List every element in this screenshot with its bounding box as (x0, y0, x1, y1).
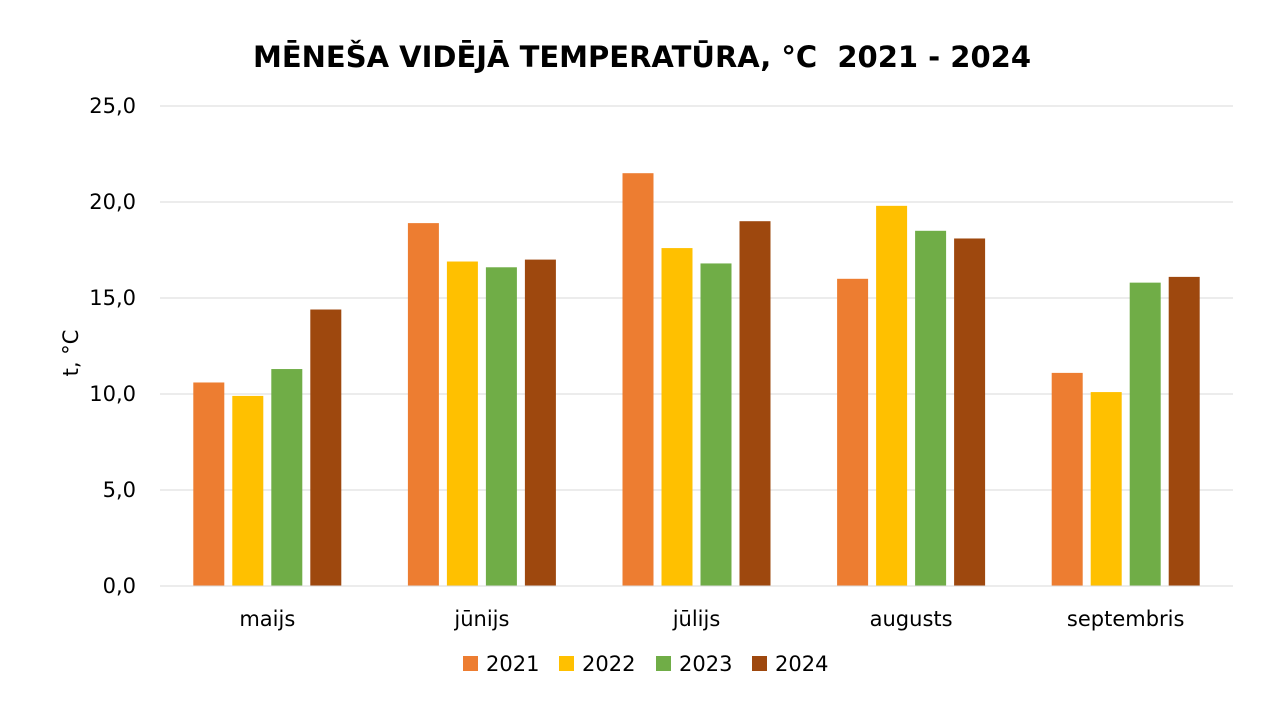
legend-swatch-2023 (656, 656, 671, 671)
bar-2024-septembris (1168, 276, 1200, 586)
bar-2024-jūlijs (739, 221, 771, 586)
y-axis-label: t, °C (59, 330, 83, 377)
bar-2023-maijs (271, 369, 303, 586)
legend-swatch-2021 (463, 656, 478, 671)
bar-2021-maijs (193, 382, 225, 586)
x-category-label: jūlijs (672, 607, 721, 631)
legend-label-2023: 2023 (679, 652, 732, 676)
bar-2024-maijs (310, 309, 342, 586)
legend-swatch-2024 (752, 656, 767, 671)
y-axis-ticks: 0,0 5,0 10,0 15,0 20,0 25,0 (89, 94, 136, 598)
y-tick-label: 25,0 (89, 94, 136, 118)
bar-2021-jūnijs (407, 223, 439, 586)
y-tick-label: 5,0 (103, 478, 136, 502)
bar-2022-jūnijs (446, 261, 478, 586)
x-category-label: augusts (870, 607, 953, 631)
bar-2021-jūlijs (622, 173, 654, 586)
bar-2023-septembris (1129, 282, 1161, 586)
x-category-label: septembris (1067, 607, 1185, 631)
y-tick-label: 0,0 (103, 574, 136, 598)
bar-2024-augusts (954, 238, 986, 587)
bar-2022-septembris (1090, 392, 1122, 586)
legend-label-2022: 2022 (582, 652, 635, 676)
x-axis-categories: maijs jūnijs jūlijs augusts septembris (239, 607, 1184, 631)
legend-label-2021: 2021 (486, 652, 539, 676)
y-tick-label: 20,0 (89, 190, 136, 214)
legend-label-2024: 2024 (775, 652, 828, 676)
chart-title: MĒNEŠA VIDĒJĀ TEMPERATŪRA, °C 2021 - 202… (252, 40, 1032, 74)
bar-2021-septembris (1051, 372, 1083, 586)
bar-2023-jūnijs (485, 267, 517, 586)
y-tick-label: 10,0 (89, 382, 136, 406)
x-category-label: maijs (239, 607, 295, 631)
y-tick-label: 15,0 (89, 286, 136, 310)
bar-2022-maijs (232, 395, 264, 586)
bar-2023-jūlijs (700, 263, 732, 586)
legend-swatch-2022 (559, 656, 574, 671)
bar-2024-jūnijs (524, 259, 556, 586)
bar-2021-augusts (837, 278, 869, 586)
bars (193, 173, 1200, 587)
x-category-label: jūnijs (453, 607, 509, 631)
bar-2022-jūlijs (661, 248, 693, 586)
legend: 2021 2022 2023 2024 (463, 652, 828, 676)
bar-2022-augusts (876, 205, 908, 586)
bar-2023-augusts (915, 230, 947, 587)
